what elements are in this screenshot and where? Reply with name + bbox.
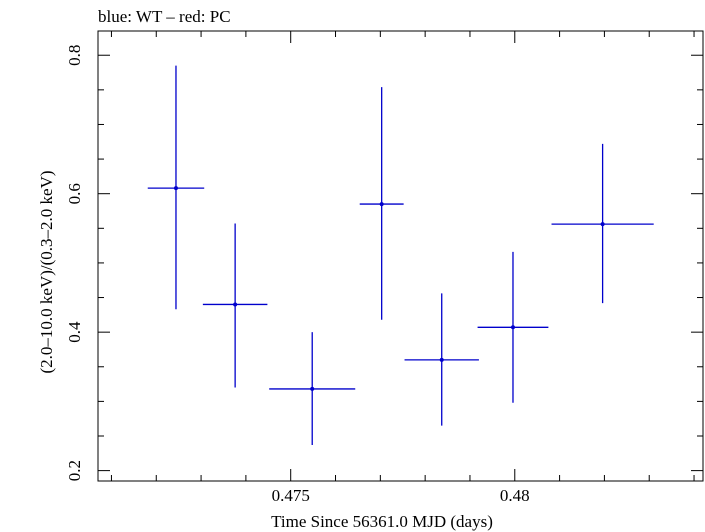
point-marker [510, 325, 515, 330]
data-point [202, 223, 268, 388]
point-marker [173, 186, 178, 191]
data-point [359, 87, 404, 320]
x-tick-label: 0.48 [500, 486, 530, 505]
y-tick-label: 0.4 [65, 321, 84, 343]
data-point [551, 143, 654, 304]
point-marker [600, 222, 605, 227]
point-marker [439, 357, 444, 362]
plot-frame [97, 30, 704, 482]
point-marker [233, 302, 238, 307]
y-tick-label: 0.6 [65, 183, 84, 204]
chart-title: blue: WT – red: PC [98, 7, 231, 26]
point-marker [310, 386, 315, 391]
x-axis-label: Time Since 56361.0 MJD (days) [271, 512, 493, 531]
data-point [269, 332, 356, 445]
y-tick-label: 0.2 [65, 460, 84, 481]
x-tick-label: 0.475 [272, 486, 310, 505]
axis-ticks: 0.475 0.48 0.2 0.4 0.6 0.8 [65, 31, 703, 505]
y-axis-label: (2.0–10.0 keV)/(0.3–2.0 keV) [37, 170, 56, 373]
data-point [404, 293, 479, 426]
data-point [147, 65, 205, 310]
data-point [477, 251, 549, 403]
point-marker [379, 202, 384, 207]
data-marks [147, 65, 654, 445]
y-tick-label: 0.8 [65, 45, 84, 66]
